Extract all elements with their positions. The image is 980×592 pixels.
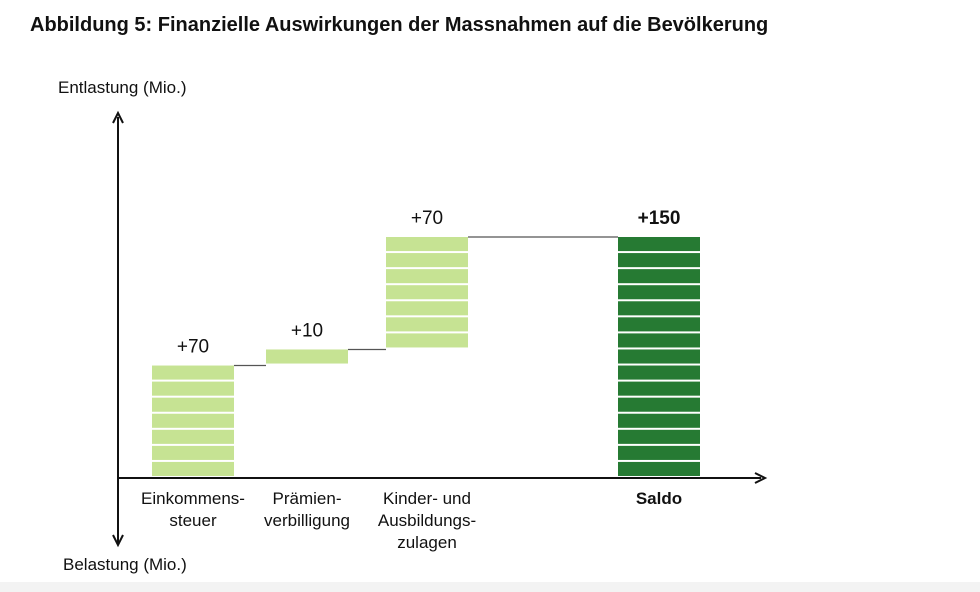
chart-title: Abbildung 5: Finanzielle Auswirkungen de… <box>30 14 769 36</box>
bar-4-segment <box>618 429 700 444</box>
y-axis-label-bottom: Belastung (Mio.) <box>63 555 187 574</box>
bar-1-segment <box>152 381 234 396</box>
bar-3-segment <box>386 285 468 300</box>
data-label-2: +10 <box>291 320 323 341</box>
bar-1-segment <box>152 429 234 444</box>
category-label-line: verbilligung <box>264 511 350 530</box>
bar-4-segment <box>618 269 700 284</box>
bar-4-segment <box>618 317 700 332</box>
bar-4-segment <box>618 301 700 316</box>
y-axis-arrow-down-icon <box>112 534 124 548</box>
category-label-line: Ausbildungs- <box>378 511 476 530</box>
bar-4-segment <box>618 461 700 476</box>
category-label-line: zulagen <box>397 533 457 552</box>
category-label-line: Saldo <box>636 489 682 508</box>
bar-4-segment <box>618 349 700 364</box>
bar-4-segment <box>618 397 700 412</box>
y-axis-label-top: Entlastung (Mio.) <box>58 78 187 97</box>
bar-4-segment <box>618 365 700 380</box>
category-label-line: Einkommens- <box>141 489 245 508</box>
bar-3-segment <box>386 237 468 252</box>
bar-3-segment <box>386 269 468 284</box>
y-axis-arrow-up-icon <box>112 110 124 124</box>
bar-3-segment <box>386 301 468 316</box>
category-label-2: Prämien-verbilligung <box>264 489 350 530</box>
bar-4-segment <box>618 445 700 460</box>
data-label-1: +70 <box>177 337 209 358</box>
bar-3 <box>386 237 468 348</box>
category-label-line: steuer <box>169 511 217 530</box>
bar-1-segment <box>152 413 234 428</box>
category-label-4: Saldo <box>636 489 682 508</box>
bar-2 <box>266 349 348 364</box>
bar-3-segment <box>386 333 468 348</box>
bar-2-segment <box>266 349 348 364</box>
bar-1 <box>152 365 234 476</box>
bar-4 <box>618 237 700 476</box>
bar-4-segment <box>618 253 700 268</box>
bar-3-segment <box>386 253 468 268</box>
bar-4-segment <box>618 237 700 252</box>
bar-1-segment <box>152 397 234 412</box>
bar-3-segment <box>386 317 468 332</box>
category-label-3: Kinder- und Ausbildungs-zulagen <box>378 489 476 552</box>
x-axis-arrow-icon <box>754 472 768 484</box>
data-label-4: +150 <box>638 208 681 229</box>
category-label-1: Einkommens-steuer <box>141 489 245 530</box>
bar-4-segment <box>618 285 700 300</box>
bar-4-segment <box>618 381 700 396</box>
bar-4-segment <box>618 333 700 348</box>
category-label-line: Prämien- <box>273 489 342 508</box>
bottom-scroll-strip <box>0 582 980 592</box>
bar-1-segment <box>152 461 234 476</box>
data-label-3: +70 <box>411 208 443 229</box>
bar-1-segment <box>152 365 234 380</box>
bar-4-segment <box>618 413 700 428</box>
bar-1-segment <box>152 445 234 460</box>
category-label-line: Kinder- und <box>383 489 471 508</box>
